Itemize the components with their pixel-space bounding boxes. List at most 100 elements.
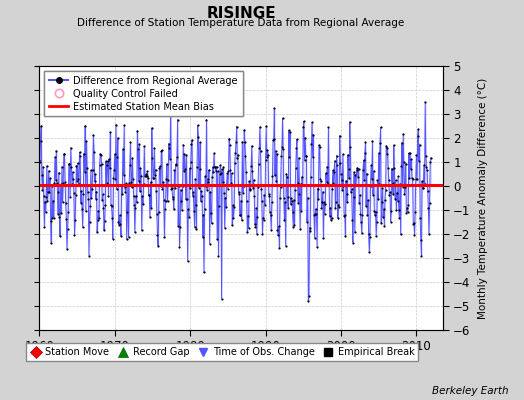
Point <box>181 166 189 172</box>
Point <box>105 165 114 172</box>
Point <box>385 177 393 184</box>
Point <box>73 178 81 184</box>
Point <box>381 187 390 193</box>
Point <box>307 141 315 147</box>
Point <box>76 153 84 159</box>
Point <box>291 187 299 193</box>
Point <box>140 173 149 180</box>
Point <box>344 152 352 158</box>
Point <box>83 188 92 195</box>
Point <box>347 189 355 195</box>
Point <box>144 175 152 181</box>
Point <box>71 217 79 223</box>
Point <box>245 178 254 184</box>
Point <box>292 145 301 152</box>
Point <box>179 142 188 148</box>
Point <box>187 159 195 165</box>
Point <box>100 227 108 233</box>
Point <box>48 182 56 189</box>
Point <box>120 122 128 128</box>
Point <box>194 134 202 140</box>
Point <box>173 116 182 123</box>
Point <box>302 152 311 159</box>
Point <box>296 226 304 232</box>
Point <box>237 197 245 204</box>
Point <box>97 160 106 167</box>
Point <box>68 181 76 188</box>
Point <box>121 189 129 196</box>
Point <box>163 198 172 204</box>
Point <box>203 186 211 193</box>
Point <box>290 222 299 228</box>
Point <box>318 199 326 206</box>
Point <box>294 200 302 206</box>
Point <box>244 225 253 231</box>
Point <box>341 233 350 239</box>
Point <box>127 178 135 185</box>
Point <box>373 218 381 225</box>
Point <box>58 163 66 170</box>
Point <box>64 209 72 215</box>
Point <box>91 171 100 177</box>
Point <box>309 131 318 138</box>
Point <box>40 224 49 230</box>
Point <box>246 187 254 193</box>
Point <box>162 176 170 182</box>
Point <box>253 214 261 220</box>
Point <box>67 145 75 151</box>
Point <box>146 214 154 220</box>
Point <box>233 124 241 130</box>
Point <box>313 186 322 192</box>
Point <box>246 186 255 192</box>
Point <box>169 196 177 202</box>
Point <box>160 234 169 240</box>
Point <box>56 233 64 240</box>
Point <box>250 192 258 199</box>
Point <box>218 166 226 172</box>
Point <box>199 212 208 218</box>
Point <box>348 239 357 246</box>
Y-axis label: Monthly Temperature Anomaly Difference (°C): Monthly Temperature Anomaly Difference (… <box>477 77 487 319</box>
Point <box>117 232 125 239</box>
Point <box>110 174 118 181</box>
Point <box>94 208 103 214</box>
Point <box>82 208 90 214</box>
Point <box>83 165 91 171</box>
Point <box>403 209 412 215</box>
Point <box>101 218 109 224</box>
Point <box>141 172 150 179</box>
Point <box>105 156 113 162</box>
Point <box>88 195 96 201</box>
Point <box>239 190 247 196</box>
Point <box>396 181 404 188</box>
Point <box>408 175 416 181</box>
Point <box>332 199 340 206</box>
Point <box>36 138 45 144</box>
Point <box>58 198 67 205</box>
Point <box>171 161 180 168</box>
Point <box>212 164 221 170</box>
Point <box>280 217 289 224</box>
Point <box>272 150 281 157</box>
Point <box>352 182 360 188</box>
Point <box>224 168 233 175</box>
Point <box>66 194 74 201</box>
Point <box>253 230 261 237</box>
Point <box>330 168 339 175</box>
Point <box>356 192 364 198</box>
Point <box>416 214 424 221</box>
Point <box>53 188 62 195</box>
Point <box>115 222 123 228</box>
Point <box>155 165 163 172</box>
Point <box>304 298 312 304</box>
Point <box>72 192 80 198</box>
Point <box>210 150 218 156</box>
Point <box>72 162 81 169</box>
Point <box>152 188 160 194</box>
Point <box>177 198 185 204</box>
Point <box>112 121 120 128</box>
Point <box>75 149 84 156</box>
Point <box>214 252 223 259</box>
Point <box>319 235 328 242</box>
Point <box>394 197 402 204</box>
